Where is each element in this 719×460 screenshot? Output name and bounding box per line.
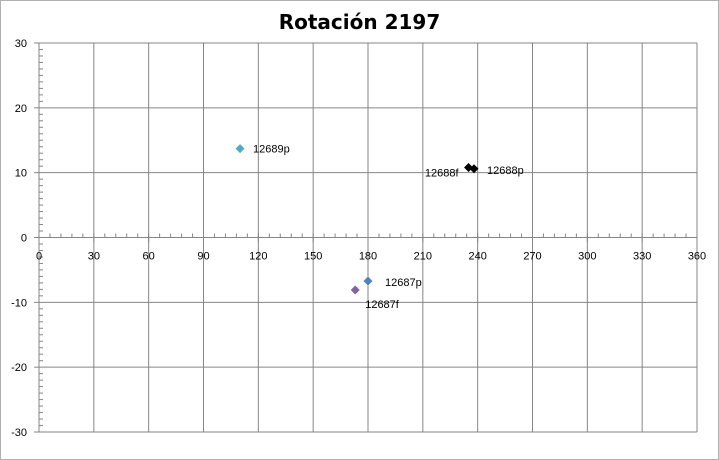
point-label-12688f: 12688f bbox=[425, 167, 460, 179]
tick-labels: 0 30 60 90 120 150 180 210 240 270 300 330 360 30 20 10… bbox=[11, 38, 706, 439]
data-points bbox=[235, 144, 479, 295]
x-tick-label: 330 bbox=[633, 251, 651, 263]
x-tick-label: 30 bbox=[88, 251, 100, 263]
axes bbox=[34, 42, 698, 433]
x-tick-label: 360 bbox=[688, 251, 706, 263]
point-label-12688p: 12688p bbox=[487, 165, 524, 177]
y-tick-label: -20 bbox=[11, 362, 27, 374]
y-tick-label: -10 bbox=[11, 297, 27, 309]
y-tick-label: 30 bbox=[15, 38, 27, 50]
data-point-12687f bbox=[350, 285, 360, 295]
x-tick-label: 90 bbox=[197, 251, 209, 263]
y-tick-label: 10 bbox=[15, 168, 27, 180]
data-point-12688p bbox=[469, 164, 479, 174]
y-tick-label: 0 bbox=[21, 233, 27, 245]
y-tick-label: 20 bbox=[15, 103, 27, 115]
x-tick-label: 150 bbox=[304, 251, 322, 263]
point-label-12689p: 12689p bbox=[253, 144, 290, 156]
x-tick-label: 300 bbox=[578, 251, 596, 263]
point-label-12687f: 12687f bbox=[365, 299, 400, 311]
y-tick-label: -30 bbox=[11, 427, 27, 439]
x-tick-label: 120 bbox=[249, 251, 267, 263]
data-point-12687p bbox=[363, 276, 373, 286]
x-tick-label: 240 bbox=[468, 251, 486, 263]
x-tick-label: 0 bbox=[36, 251, 42, 263]
chart-title: Rotación 2197 bbox=[278, 10, 441, 34]
point-labels: 12689p 12688f 12688p 12687p 12687f bbox=[253, 144, 524, 311]
data-point-12689p bbox=[235, 144, 245, 154]
point-label-12687p: 12687p bbox=[385, 277, 422, 289]
x-tick-label: 60 bbox=[143, 251, 155, 263]
x-tick-label: 210 bbox=[414, 251, 432, 263]
x-tick-label: 180 bbox=[359, 251, 377, 263]
x-tick-label: 270 bbox=[523, 251, 541, 263]
